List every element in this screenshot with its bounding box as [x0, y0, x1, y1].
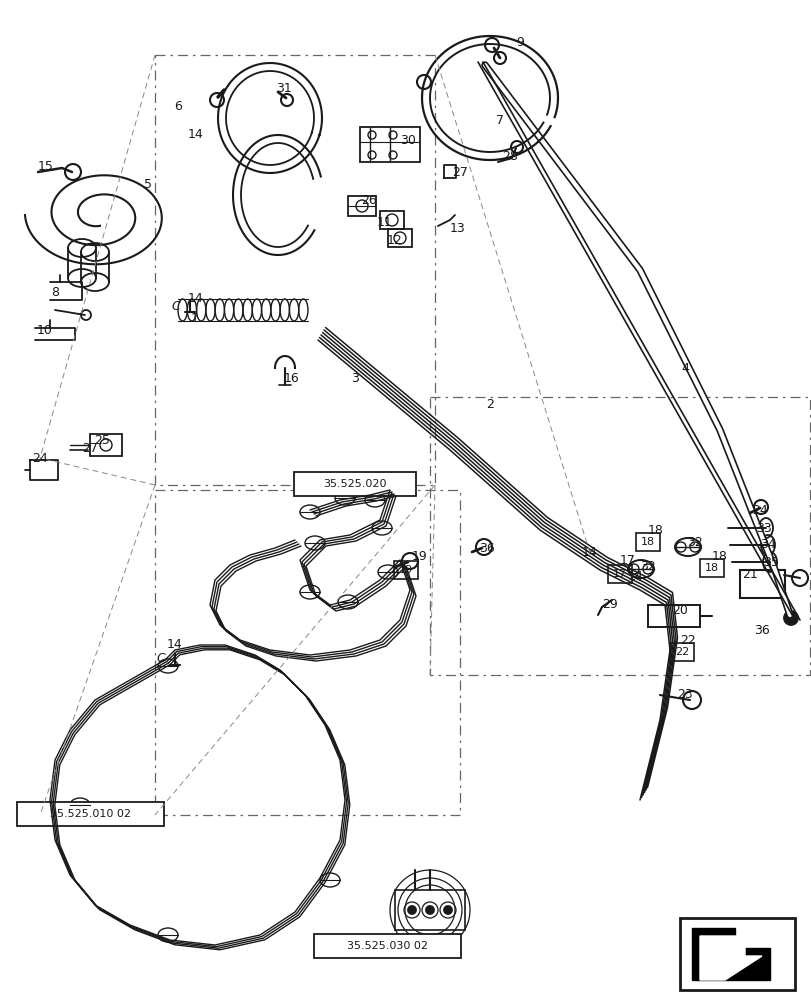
Text: 14: 14: [167, 639, 182, 652]
Text: 21: 21: [741, 568, 757, 582]
Text: 32: 32: [686, 536, 702, 550]
Text: 18: 18: [640, 537, 654, 547]
Text: 33: 33: [755, 522, 771, 534]
Text: 14: 14: [188, 292, 204, 304]
Text: 17: 17: [612, 569, 626, 579]
Text: 20: 20: [672, 603, 687, 616]
Text: 11: 11: [376, 216, 393, 229]
Bar: [393, 561, 418, 579]
Text: 9: 9: [516, 35, 523, 48]
Bar: [607, 565, 631, 583]
Bar: [348, 196, 375, 216]
Bar: [394, 890, 465, 930]
Text: 1: 1: [191, 312, 199, 324]
Text: 3: 3: [350, 371, 358, 384]
Text: C: C: [157, 652, 165, 666]
Bar: [647, 605, 699, 627]
Bar: [430, 397, 809, 675]
Text: 35.525.010 02: 35.525.010 02: [50, 809, 131, 819]
Bar: [635, 533, 659, 551]
Bar: [699, 559, 723, 577]
Circle shape: [444, 906, 452, 914]
Bar: [679, 918, 794, 990]
Text: 8: 8: [51, 286, 59, 298]
Text: 16: 16: [284, 371, 299, 384]
FancyBboxPatch shape: [17, 802, 164, 826]
Text: 19: 19: [398, 565, 413, 575]
Text: 10: 10: [37, 324, 53, 336]
Text: 35.525.030 02: 35.525.030 02: [346, 941, 427, 951]
Text: 23: 23: [676, 688, 692, 702]
Text: 14: 14: [188, 128, 204, 141]
Text: 24: 24: [751, 504, 767, 516]
Text: 25: 25: [94, 434, 109, 446]
Text: 18: 18: [704, 563, 719, 573]
Circle shape: [407, 906, 415, 914]
Text: 27: 27: [452, 166, 467, 180]
Text: 4: 4: [680, 361, 688, 374]
Bar: [155, 55, 435, 485]
Circle shape: [426, 906, 433, 914]
Text: 19: 19: [412, 550, 427, 564]
FancyBboxPatch shape: [294, 472, 415, 496]
Text: 5: 5: [144, 178, 152, 192]
Bar: [739, 570, 784, 598]
Text: 6: 6: [174, 101, 182, 113]
Text: 34: 34: [759, 538, 775, 552]
Text: 18: 18: [647, 524, 663, 536]
Bar: [388, 229, 411, 247]
Text: 13: 13: [449, 222, 466, 234]
Text: 7: 7: [496, 113, 504, 126]
Text: C: C: [171, 300, 180, 312]
Text: 22: 22: [680, 634, 695, 647]
Bar: [155, 490, 460, 815]
Text: 35.525.020: 35.525.020: [323, 479, 386, 489]
Text: 30: 30: [400, 133, 415, 146]
Text: 29: 29: [602, 597, 617, 610]
Bar: [380, 211, 404, 229]
Text: 24: 24: [32, 452, 48, 464]
FancyBboxPatch shape: [314, 934, 461, 958]
Text: 12: 12: [387, 233, 402, 246]
Text: 14: 14: [581, 546, 597, 560]
Text: 15: 15: [38, 159, 54, 172]
Text: 14: 14: [628, 570, 643, 582]
Text: 26: 26: [361, 194, 376, 207]
Text: 36: 36: [478, 542, 494, 556]
Text: 27: 27: [82, 442, 98, 454]
Text: 32: 32: [639, 560, 655, 572]
Bar: [359, 127, 419, 162]
Polygon shape: [691, 928, 769, 980]
Text: 28: 28: [501, 150, 517, 163]
Text: 17: 17: [620, 554, 635, 568]
Bar: [90, 434, 122, 456]
Text: 2: 2: [486, 398, 493, 412]
Text: 35: 35: [762, 556, 778, 568]
Circle shape: [783, 611, 797, 625]
Text: 18: 18: [711, 550, 727, 562]
Text: 31: 31: [276, 82, 291, 95]
Polygon shape: [699, 936, 761, 980]
Bar: [669, 643, 693, 661]
Text: 22: 22: [674, 647, 689, 657]
Text: 36: 36: [753, 624, 769, 637]
